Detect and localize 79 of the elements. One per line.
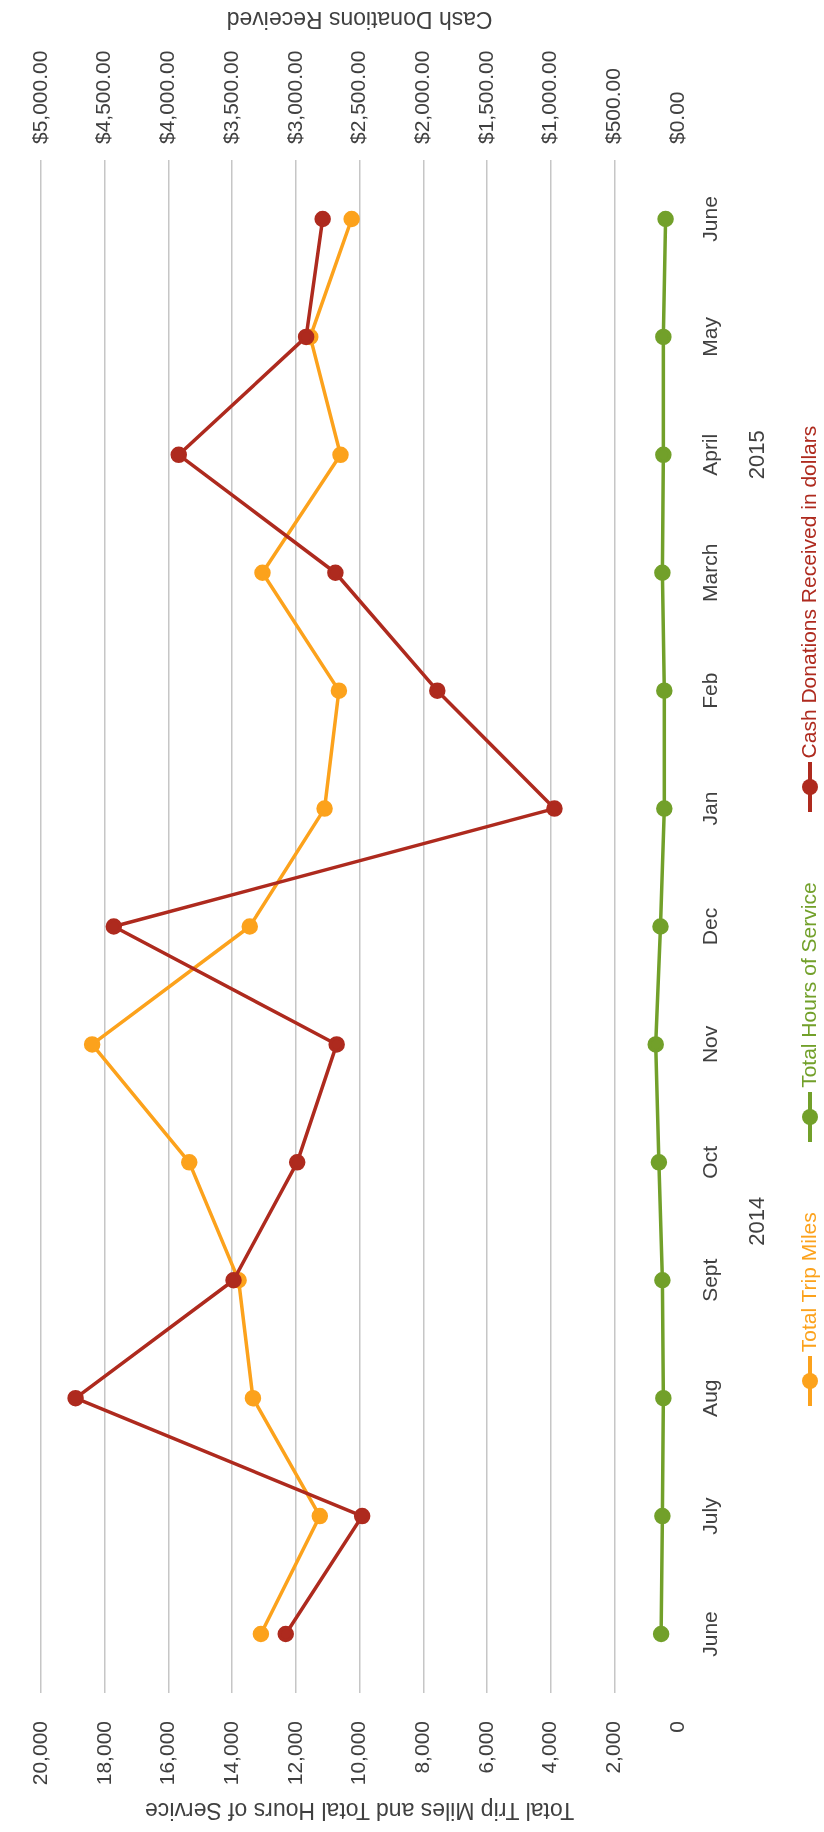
- y-tick-label: Feb: [697, 672, 721, 709]
- x-tick-label: 0: [664, 1721, 688, 1733]
- y-tick-label: May: [697, 316, 721, 357]
- y-tick-label: July: [697, 1496, 721, 1535]
- point: [170, 446, 187, 464]
- x-tick-label: 4,000: [537, 1721, 561, 1774]
- point: [311, 1507, 329, 1525]
- y-tick-label: Jan: [697, 791, 721, 826]
- point: [288, 1154, 306, 1171]
- point: [254, 564, 271, 581]
- point: [353, 1507, 371, 1525]
- x-tick-label: 16,000: [155, 1721, 179, 1786]
- point: [343, 210, 360, 228]
- x2-tick-label: $2,500.00: [346, 50, 370, 144]
- y-tick-label: Sept: [697, 1258, 721, 1302]
- point: [654, 1507, 671, 1525]
- x2-tick-label: $4,500.00: [91, 50, 115, 144]
- point: [332, 446, 349, 464]
- x-tick-label: 18,000: [91, 1721, 115, 1786]
- point: [67, 1389, 84, 1407]
- y-tick-label: Dec: [697, 907, 721, 946]
- text: 2015: [744, 430, 770, 480]
- point: [652, 918, 669, 935]
- point: [650, 1154, 668, 1171]
- point: [429, 682, 446, 699]
- point: [656, 800, 673, 817]
- x-axis-title: Total Trip Miles and Total Hours of Service: [145, 1797, 575, 1824]
- point: [314, 210, 331, 228]
- x-tick-label: 6,000: [473, 1721, 497, 1774]
- point: [655, 1389, 672, 1407]
- point: [657, 210, 674, 228]
- x2-tick-label: $1,500.00: [473, 50, 497, 144]
- point: [105, 918, 123, 935]
- x2-tick-label: $5,000.00: [27, 50, 51, 144]
- y-tick-label: Oct: [697, 1145, 721, 1179]
- point: [330, 682, 348, 699]
- point: [297, 328, 315, 346]
- y-tick-label: April: [697, 433, 721, 476]
- point: [83, 1036, 101, 1053]
- x-tick-label: 2,000: [601, 1721, 625, 1774]
- x2-tick-label: $0.00: [664, 91, 688, 144]
- x-tick-label: 20,000: [28, 1721, 51, 1786]
- x2-tick-label: $2,000.00: [409, 50, 433, 144]
- point: [316, 800, 333, 817]
- x2-tick-label: $3,500.00: [218, 50, 242, 144]
- point: [654, 1272, 671, 1289]
- text: Cash Donations Received in dollars: [796, 425, 820, 759]
- x2-tick-label: $1,000.00: [537, 50, 561, 144]
- y-tick-label: Nov: [697, 1025, 721, 1064]
- point: [327, 564, 344, 581]
- text: Total Trip Miles: [796, 1212, 820, 1353]
- point: [655, 328, 672, 346]
- point: [546, 800, 563, 817]
- point: [656, 682, 673, 699]
- point: [647, 1036, 664, 1053]
- x2-axis-title: Cash Donations Received: [226, 6, 493, 33]
- point: [252, 1625, 270, 1643]
- x-tick-label: 12,000: [282, 1721, 306, 1786]
- point: [328, 1036, 345, 1053]
- x-tick-label: 10,000: [346, 1721, 370, 1786]
- point: [652, 1625, 670, 1643]
- x-tick-label: 14,000: [219, 1721, 243, 1786]
- point: [225, 1272, 242, 1289]
- x2-tick-label: $3,000.00: [282, 50, 306, 144]
- text: Total Hours of Service: [796, 882, 820, 1088]
- point: [655, 446, 672, 464]
- point: [244, 1389, 262, 1407]
- point: [181, 1154, 198, 1171]
- point: [277, 1625, 294, 1643]
- text: 2014: [744, 1196, 770, 1246]
- x-tick-label: 8,000: [410, 1721, 434, 1774]
- point: [241, 918, 258, 935]
- x2-tick-label: $4,000.00: [155, 50, 179, 144]
- y-tick-label: June: [697, 1611, 721, 1657]
- x2-tick-label: $500.00: [600, 68, 624, 144]
- point: [654, 564, 671, 581]
- y-tick-label: Aug: [697, 1379, 721, 1417]
- y-tick-label: June: [697, 196, 721, 242]
- y-tick-label: March: [697, 543, 721, 602]
